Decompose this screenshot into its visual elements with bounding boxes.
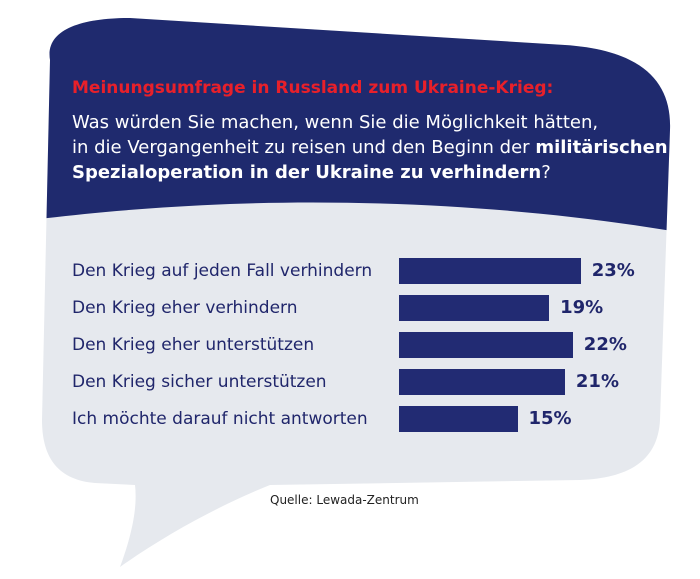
- bar-row: Den Krieg eher verhindern 19%: [72, 295, 672, 323]
- category-label: Ich möchte darauf nicht antworten: [72, 409, 368, 429]
- value-label: 15%: [528, 408, 572, 429]
- category-label: Den Krieg auf jeden Fall verhindern: [72, 261, 373, 281]
- bar-row: Den Krieg sicher unterstützen 21%: [72, 369, 672, 397]
- chart-title: Meinungsumfrage in Russland zum Ukraine-…: [72, 78, 554, 98]
- bar: [399, 295, 550, 321]
- value-label: 19%: [560, 297, 604, 318]
- bar: [399, 406, 518, 432]
- value-label: 23%: [591, 260, 635, 281]
- question-line-2: in die Vergangenheit zu reisen und den B…: [72, 137, 536, 158]
- bar: [399, 332, 573, 358]
- category-label: Den Krieg eher unterstützen: [72, 335, 315, 355]
- bar: [399, 258, 581, 284]
- question-line-2-bold: militärischen: [535, 137, 668, 158]
- bubble-header: [42, 18, 671, 236]
- category-label: Den Krieg eher verhindern: [72, 298, 298, 318]
- question-mark: ?: [541, 162, 551, 183]
- question-line-1: Was würden Sie machen, wenn Sie die Mögl…: [72, 112, 599, 133]
- bar-row: Ich möchte darauf nicht antworten 15%: [72, 406, 672, 434]
- source-note: Quelle: Lewada-Zentrum: [270, 493, 419, 507]
- bar: [399, 369, 565, 395]
- question-line-3-bold: Spezialoperation in der Ukraine zu verhi…: [72, 162, 542, 183]
- bar-row: Den Krieg auf jeden Fall verhindern 23%: [72, 258, 672, 286]
- category-label: Den Krieg sicher unterstützen: [72, 372, 327, 392]
- value-label: 22%: [583, 334, 627, 355]
- survey-question: Was würden Sie machen, wenn Sie die Mögl…: [72, 110, 682, 185]
- bar-row: Den Krieg eher unterstützen 22%: [72, 332, 672, 360]
- value-label: 21%: [575, 371, 619, 392]
